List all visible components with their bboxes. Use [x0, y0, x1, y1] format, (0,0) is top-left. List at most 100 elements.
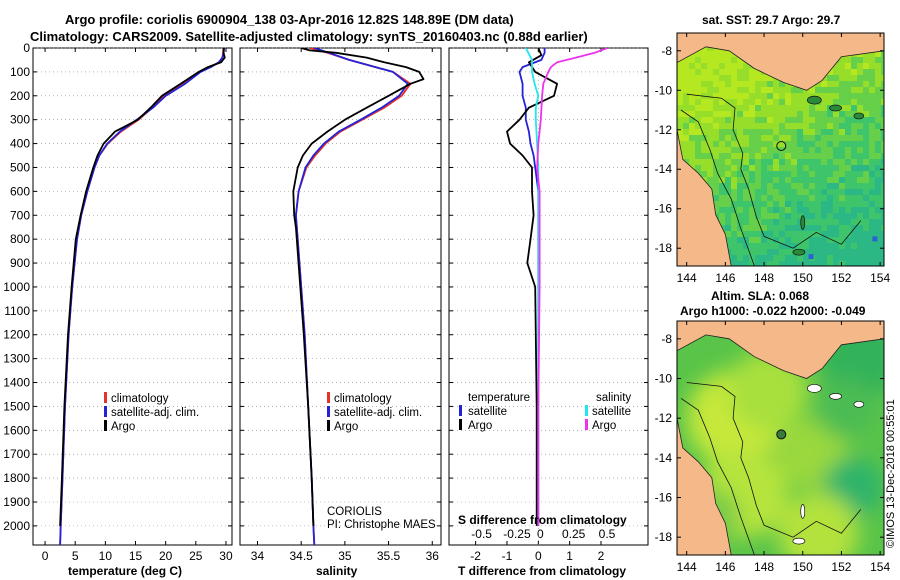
sst-cell — [785, 249, 791, 255]
sst-cell — [773, 255, 779, 261]
sst-cell — [815, 117, 821, 123]
map-frame — [676, 320, 885, 556]
sst-cell — [875, 189, 881, 195]
sst-cell — [749, 195, 755, 201]
sst-cell — [875, 105, 881, 111]
sst-cell — [713, 75, 719, 81]
sst-cell — [713, 123, 719, 129]
sst-cell — [731, 261, 737, 266]
sst-cell — [797, 153, 803, 159]
sst-cell — [779, 243, 785, 249]
sst-cell — [851, 153, 857, 159]
sst-cell — [713, 105, 719, 111]
sst-cell — [683, 117, 689, 123]
sst-cell — [749, 153, 755, 159]
sst-cell — [713, 153, 719, 159]
sst-cell — [689, 153, 695, 159]
sst-cell — [851, 201, 857, 207]
sst-cell — [791, 105, 797, 111]
sst-cell — [683, 57, 689, 63]
sst-cell — [839, 141, 845, 147]
sst-cell — [731, 189, 737, 195]
x2-tick-label: -0.5 — [471, 527, 492, 541]
sst-cell — [845, 207, 851, 213]
sst-cell — [737, 225, 743, 231]
sst-cell — [791, 171, 797, 177]
sst-cell — [761, 213, 767, 219]
sst-cell — [875, 123, 881, 129]
sst-cell — [869, 165, 875, 171]
difference-panel: -2 -1 0 1 2 -0.5 -0.25 0 0.25 0.5 — [448, 47, 649, 563]
sst-cell — [857, 75, 863, 81]
sst-cell — [797, 213, 803, 219]
sst-cell — [767, 165, 773, 171]
sst-cell — [713, 87, 719, 93]
sst-cell — [701, 87, 707, 93]
sst-cell — [791, 153, 797, 159]
sst-cell — [791, 201, 797, 207]
sst-cell — [755, 123, 761, 129]
sst-cell — [707, 57, 713, 63]
sst-cell — [821, 201, 827, 207]
sst-cell — [707, 177, 713, 183]
sst-cell — [857, 243, 863, 249]
sst-cell — [737, 117, 743, 123]
sst-cell — [827, 153, 833, 159]
sst-cell — [707, 87, 713, 93]
sst-cell — [827, 165, 833, 171]
sst-cell — [707, 135, 713, 141]
sst-cell — [731, 99, 737, 105]
sst-cell — [707, 105, 713, 111]
sst-cell — [827, 171, 833, 177]
sst-cell — [743, 99, 749, 105]
sst-cell — [863, 237, 869, 243]
sst-cell — [857, 201, 863, 207]
sst-cell — [821, 111, 827, 117]
sst-cell — [821, 231, 827, 237]
sst-cell — [857, 135, 863, 141]
sst-cell — [863, 231, 869, 237]
sst-cell — [773, 219, 779, 225]
sst-cell — [851, 123, 857, 129]
x-tick-label: 1 — [566, 549, 573, 563]
series-group — [59, 48, 226, 545]
sst-cell — [731, 183, 737, 189]
sst-cell — [815, 93, 821, 99]
sst-cell — [725, 147, 731, 153]
sst-cell — [833, 159, 839, 165]
sst-cell — [767, 129, 773, 135]
sst-cell — [767, 201, 773, 207]
sst-cell — [725, 153, 731, 159]
sst-cell — [827, 249, 833, 255]
sst-cell — [779, 213, 785, 219]
lon-tick-label: 154 — [870, 560, 890, 574]
sst-cell — [839, 147, 845, 153]
sst-cell — [869, 231, 875, 237]
y-tick-label: 1400 — [3, 376, 30, 390]
sst-cell — [839, 213, 845, 219]
legend-label-satellite: satellite-adj. clim. — [334, 407, 422, 419]
sst-cell — [677, 75, 683, 81]
sst-cell — [713, 171, 719, 177]
sst-cell — [689, 75, 695, 81]
sst-cell — [743, 75, 749, 81]
sst-cell — [875, 63, 881, 69]
sst-cell — [845, 243, 851, 249]
sst-cell — [827, 99, 833, 105]
sst-cell — [803, 141, 809, 147]
sst-cell — [695, 147, 701, 153]
sst-cell — [827, 93, 833, 99]
sst-cell — [863, 69, 869, 75]
sst-cell — [857, 213, 863, 219]
sst-cell — [755, 195, 761, 201]
sst-cell — [677, 123, 683, 129]
sst-cell — [821, 207, 827, 213]
title-line-1: Argo profile: coriolis 6900904_138 03-Ap… — [65, 12, 514, 27]
sst-cell — [719, 165, 725, 171]
legend-label-s-argo: Argo — [592, 420, 616, 432]
sst-cell — [839, 225, 845, 231]
sst-cell — [863, 123, 869, 129]
sst-cell — [791, 213, 797, 219]
sst-cell — [755, 189, 761, 195]
sst-cell — [737, 237, 743, 243]
